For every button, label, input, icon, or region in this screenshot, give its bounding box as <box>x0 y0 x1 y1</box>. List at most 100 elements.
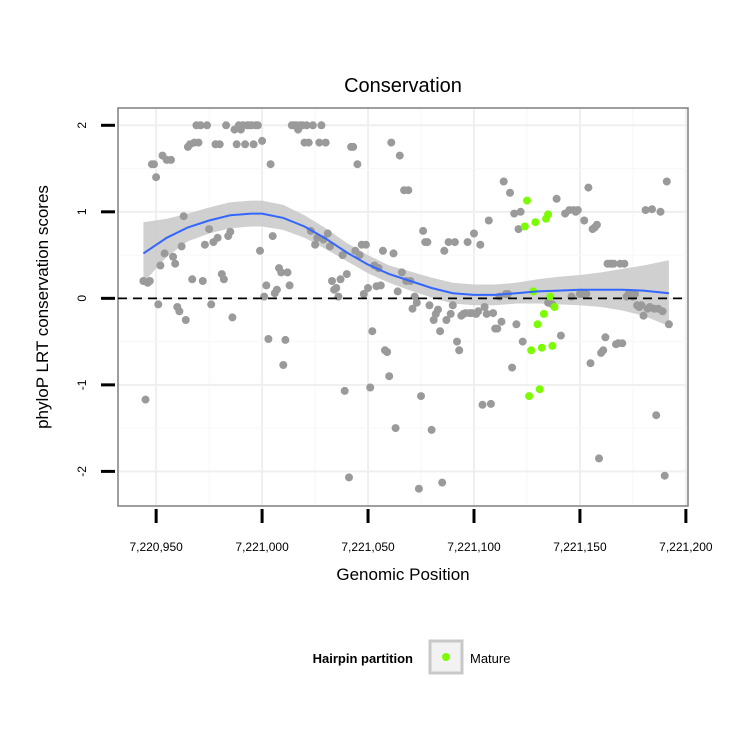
point-other <box>171 259 180 268</box>
x-axis: 7,220,950 7,221,000 7,221,050 7,221,100 7,22… <box>129 509 713 554</box>
point-other <box>385 372 394 381</box>
point-other <box>361 240 370 249</box>
point-mature <box>520 222 529 231</box>
point-other <box>181 316 190 324</box>
y-tick-label: -1 <box>75 379 89 390</box>
point-other <box>258 136 267 145</box>
point-other <box>440 246 449 255</box>
point-other <box>387 138 396 147</box>
point-other <box>631 290 639 298</box>
legend-key-box <box>428 639 464 675</box>
point-other <box>620 259 629 268</box>
point-other <box>378 246 387 255</box>
point-other <box>317 121 326 130</box>
point-other <box>141 395 150 404</box>
point-other <box>512 320 521 329</box>
point-other <box>342 270 351 279</box>
point-other <box>444 238 453 247</box>
y-axis: 2 1 0 -1 -2 <box>75 122 115 477</box>
point-other <box>391 424 400 433</box>
point-other <box>152 173 161 182</box>
point-other <box>601 333 610 342</box>
point-other <box>315 138 324 147</box>
point-other <box>408 304 417 313</box>
point-other <box>592 220 601 229</box>
plot-panel <box>117 107 689 507</box>
point-mature <box>535 385 544 394</box>
point-other <box>664 320 673 329</box>
point-other <box>359 290 368 298</box>
point-mature <box>527 346 536 355</box>
point-other <box>241 140 250 149</box>
points-layer <box>139 121 673 493</box>
point-other <box>213 233 222 242</box>
point-other <box>145 277 154 285</box>
point-other <box>160 249 169 258</box>
point-other <box>177 242 186 251</box>
point-other <box>389 249 398 258</box>
point-other <box>434 305 442 314</box>
point-other <box>412 298 421 307</box>
legend: Hairpin partition Mature <box>313 639 510 675</box>
point-other <box>514 225 523 234</box>
point-other <box>556 331 565 340</box>
point-other <box>338 251 347 260</box>
point-other <box>436 327 445 336</box>
legend-label-mature: Mature <box>470 651 510 666</box>
y-tick-label: 0 <box>75 295 89 302</box>
point-other <box>442 316 451 324</box>
point-other <box>334 292 343 301</box>
point-other <box>510 209 519 218</box>
point-other <box>340 386 349 395</box>
point-mature <box>525 392 534 401</box>
point-other <box>419 226 428 235</box>
point-other <box>277 268 286 277</box>
point-other <box>476 240 485 249</box>
point-other <box>499 177 508 186</box>
y-tick-label: 1 <box>75 208 89 215</box>
point-other <box>637 301 646 310</box>
point-other <box>453 337 461 346</box>
point-other <box>586 359 595 368</box>
point-mature <box>548 341 557 350</box>
x-tick-label: 7,221,100 <box>447 540 501 554</box>
point-other <box>639 311 648 320</box>
x-tick-label: 7,221,000 <box>235 540 289 554</box>
point-other <box>194 138 203 147</box>
point-other <box>641 206 650 215</box>
point-other <box>325 242 334 251</box>
x-axis-title: Genomic Position <box>336 565 469 584</box>
point-other <box>304 138 313 147</box>
chart-title: Conservation <box>344 75 462 97</box>
point-other <box>652 411 661 420</box>
point-mature <box>550 303 559 311</box>
point-other <box>321 138 330 147</box>
point-other <box>253 121 262 130</box>
point-mature <box>544 210 553 219</box>
y-axis-title: phyloP LRT conservation scores <box>33 185 52 429</box>
point-other <box>429 316 438 324</box>
point-other <box>393 287 402 296</box>
point-other <box>478 400 487 409</box>
point-other <box>167 155 175 164</box>
point-other <box>482 309 491 318</box>
legend-key-mature-dot <box>442 653 450 661</box>
point-other <box>249 140 258 149</box>
point-other <box>364 284 372 292</box>
y-tick-label: 2 <box>75 122 89 129</box>
point-other <box>508 363 517 372</box>
point-other <box>196 121 205 130</box>
point-other <box>200 240 209 249</box>
point-other <box>595 454 603 463</box>
point-other <box>484 216 493 225</box>
point-other <box>599 346 608 355</box>
point-other <box>215 140 224 149</box>
point-mature <box>546 292 555 301</box>
point-other <box>222 121 231 130</box>
point-other <box>497 317 506 326</box>
point-other <box>584 183 593 192</box>
point-other <box>366 383 375 392</box>
point-other <box>397 268 406 277</box>
point-other <box>448 301 457 310</box>
